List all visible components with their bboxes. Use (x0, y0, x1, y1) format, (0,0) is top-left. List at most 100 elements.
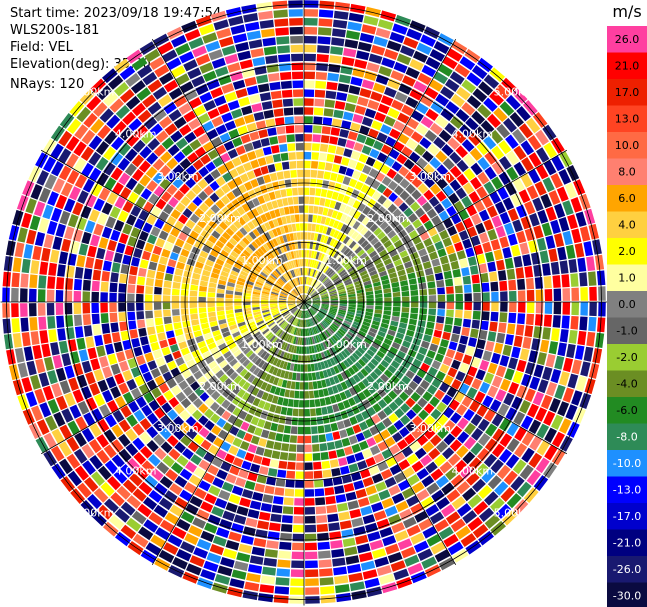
velocity-gate (313, 251, 318, 259)
velocity-gate (308, 214, 313, 223)
velocity-gate (345, 250, 354, 258)
velocity-gate (510, 193, 523, 207)
velocity-gate (406, 117, 419, 130)
velocity-gate (304, 302, 312, 304)
velocity-gate (454, 285, 463, 294)
velocity-gate (361, 116, 373, 127)
velocity-gate (339, 295, 347, 299)
velocity-gate (499, 156, 512, 170)
velocity-gate (352, 113, 364, 124)
velocity-gate (493, 342, 504, 354)
velocity-gate (434, 240, 444, 251)
velocity-gate (339, 299, 347, 302)
velocity-gate (346, 285, 355, 291)
velocity-gate (335, 146, 345, 156)
velocity-gate (430, 101, 444, 114)
velocity-gate (309, 278, 313, 286)
velocity-gate (455, 221, 466, 233)
velocity-gate (395, 14, 411, 27)
velocity-gate (363, 259, 372, 266)
velocity-gate (304, 80, 315, 88)
velocity-gate (398, 166, 410, 177)
velocity-gate (496, 332, 506, 344)
velocity-gate (373, 36, 388, 47)
velocity-gate (357, 41, 372, 52)
velocity-gate (526, 302, 535, 314)
velocity-gate (312, 303, 320, 307)
velocity-gate (425, 108, 439, 121)
velocity-gate (441, 144, 454, 157)
velocity-gate (468, 132, 482, 146)
velocity-gate (579, 193, 591, 210)
velocity-gate (312, 269, 317, 277)
velocity-gate (442, 331, 451, 341)
velocity-gate (462, 182, 475, 195)
velocity-gate (314, 270, 320, 279)
velocity-gate (551, 155, 565, 172)
velocity-gate (326, 190, 334, 199)
velocity-gate (499, 236, 510, 248)
velocity-gate (436, 279, 445, 288)
velocity-gate (442, 56, 458, 70)
velocity-gate (503, 117, 517, 133)
velocity-gate (348, 240, 357, 249)
velocity-gate (373, 241, 382, 250)
velocity-gate (502, 247, 512, 259)
velocity-gate (393, 296, 401, 302)
velocity-gate (436, 164, 449, 176)
velocity-gate (405, 183, 416, 195)
velocity-gate (470, 357, 481, 368)
velocity-gate (330, 300, 339, 302)
velocity-gate (322, 180, 330, 189)
velocity-gate (423, 237, 433, 247)
velocity-gate (566, 165, 580, 182)
velocity-gate (437, 287, 445, 295)
velocity-gate (343, 278, 352, 284)
velocity-gate (307, 287, 312, 294)
velocity-gate (495, 84, 511, 100)
velocity-gate (596, 270, 606, 286)
velocity-gate (321, 126, 331, 135)
velocity-gate (330, 172, 338, 182)
velocity-gate (317, 36, 331, 45)
velocity-gate (489, 321, 498, 332)
velocity-gate (431, 258, 441, 267)
velocity-gate (480, 120, 495, 134)
velocity-gate (517, 278, 526, 290)
velocity-gate (330, 273, 338, 280)
velocity-gate (445, 245, 456, 255)
velocity-gate (387, 203, 398, 214)
velocity-gate (343, 148, 353, 158)
velocity-gate (537, 352, 547, 366)
velocity-gate (440, 86, 455, 100)
velocity-gate (310, 232, 315, 241)
velocity-gate (504, 222, 515, 235)
velocity-gate (416, 157, 428, 169)
velocity-gate (448, 192, 460, 205)
velocity-gate (389, 128, 401, 140)
velocity-gate (330, 294, 338, 298)
velocity-gate (400, 45, 415, 57)
velocity-gate (367, 209, 376, 219)
velocity-gate (479, 359, 490, 371)
velocity-gate (320, 307, 328, 311)
velocity-gate (428, 295, 437, 302)
velocity-gate (412, 235, 422, 245)
velocity-gate (531, 252, 541, 265)
velocity-gate (499, 101, 515, 116)
velocity-gate (454, 317, 463, 327)
velocity-gate (306, 277, 310, 285)
velocity-gate (516, 204, 528, 218)
velocity-gate (391, 254, 401, 262)
velocity-gate (561, 274, 570, 288)
velocity-gate (362, 277, 371, 283)
velocity-gate (412, 219, 423, 229)
velocity-gate (333, 278, 342, 284)
velocity-gate (395, 332, 405, 340)
velocity-gate (446, 286, 454, 294)
velocity-gate (375, 262, 384, 269)
velocity-gate (454, 241, 464, 252)
velocity-gate (486, 205, 498, 218)
velocity-gate (552, 275, 561, 288)
velocity-gate (333, 230, 340, 239)
